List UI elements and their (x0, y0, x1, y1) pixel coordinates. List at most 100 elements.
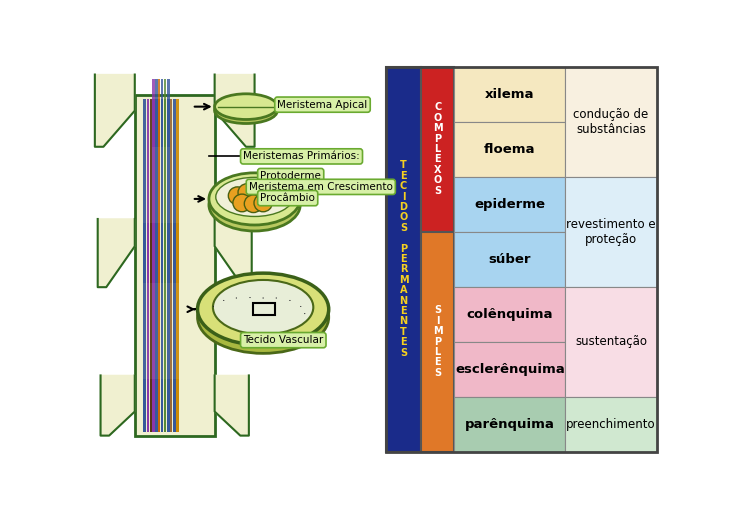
Bar (152, 223, 155, 283)
Text: esclerênquima: esclerênquima (455, 363, 565, 376)
Ellipse shape (249, 185, 267, 203)
Ellipse shape (197, 281, 329, 353)
Bar (146, 379, 149, 431)
Text: colênquima: colênquima (467, 307, 553, 320)
Polygon shape (98, 219, 135, 287)
Ellipse shape (254, 194, 272, 212)
Bar (158, 379, 160, 431)
Ellipse shape (228, 187, 247, 205)
Ellipse shape (213, 280, 314, 334)
Text: floema: floema (484, 143, 536, 156)
Text: condução de
substâncias: condução de substâncias (573, 107, 648, 135)
Bar (152, 98, 155, 431)
Ellipse shape (209, 173, 300, 225)
Bar (170, 223, 172, 283)
Bar (454, 342, 565, 396)
Bar (454, 67, 565, 121)
Bar (421, 231, 454, 452)
Text: C
O
M
P
L
E
X
O
S: C O M P L E X O S (433, 103, 442, 196)
Bar (164, 98, 166, 431)
Bar (167, 98, 169, 431)
Bar (167, 223, 169, 283)
Bar (421, 67, 454, 232)
Bar (167, 379, 169, 431)
Bar (454, 231, 565, 287)
Text: parênquima: parênquima (465, 418, 555, 431)
Text: sustentação: sustentação (575, 335, 647, 348)
Text: Meristema Apical: Meristema Apical (277, 100, 367, 109)
Bar (454, 121, 565, 177)
Bar (253, 303, 275, 315)
Polygon shape (215, 75, 255, 147)
Bar (565, 67, 657, 177)
Bar (565, 287, 657, 396)
Ellipse shape (216, 177, 294, 216)
Bar (167, 79, 169, 147)
Bar (161, 79, 163, 147)
Bar (565, 396, 657, 452)
Bar (173, 379, 176, 431)
Text: xilema: xilema (485, 88, 534, 101)
Bar (170, 98, 172, 431)
Bar (386, 67, 657, 452)
Bar (173, 223, 176, 283)
Ellipse shape (197, 273, 329, 345)
Bar (146, 98, 149, 431)
Bar (155, 379, 158, 431)
Text: Meristemas Primários:: Meristemas Primários: (243, 152, 360, 162)
Ellipse shape (215, 94, 277, 119)
Bar (177, 223, 179, 283)
Bar (454, 287, 565, 342)
Ellipse shape (233, 194, 251, 212)
Bar (170, 379, 172, 431)
Ellipse shape (244, 195, 263, 213)
Text: Meristema em Crescimento: Meristema em Crescimento (249, 182, 393, 192)
Text: preenchimento: preenchimento (566, 418, 656, 431)
Ellipse shape (215, 98, 277, 123)
Bar (158, 98, 160, 431)
Bar (149, 98, 152, 431)
Bar (177, 379, 179, 431)
Bar (158, 223, 160, 283)
Bar (454, 396, 565, 452)
Polygon shape (95, 75, 135, 147)
Ellipse shape (209, 179, 300, 231)
Bar (386, 67, 421, 452)
Bar (152, 79, 155, 147)
Text: Protoderme: Protoderme (261, 171, 321, 181)
Bar (143, 223, 146, 283)
Bar (161, 223, 163, 283)
Polygon shape (101, 376, 135, 436)
Bar (143, 379, 146, 431)
Ellipse shape (238, 184, 256, 201)
Text: Procâmbio: Procâmbio (261, 193, 315, 203)
Text: revestimento e
proteção: revestimento e proteção (566, 218, 656, 245)
Bar (135, 95, 215, 436)
Bar (155, 79, 158, 147)
Bar (173, 98, 176, 431)
Text: T
E
C
I
D
O
S
 
P
E
R
M
A
N
E
N
T
E
S: T E C I D O S P E R M A N E N T E S (399, 160, 408, 358)
Polygon shape (215, 376, 249, 436)
Text: Tecido Vascular: Tecido Vascular (243, 335, 323, 345)
Bar (161, 98, 163, 431)
Bar (164, 379, 166, 431)
Bar (565, 177, 657, 287)
Bar (454, 177, 565, 232)
Bar (152, 379, 155, 431)
Text: S
I
M
P
L
E
S: S I M P L E S (433, 305, 442, 378)
Polygon shape (215, 219, 252, 287)
Text: epiderme: epiderme (474, 197, 545, 210)
Bar (155, 98, 158, 431)
Bar (161, 379, 163, 431)
Bar (158, 79, 160, 147)
Bar (164, 79, 166, 147)
Ellipse shape (258, 188, 277, 206)
Bar (164, 223, 166, 283)
Bar (149, 379, 152, 431)
Bar (177, 98, 179, 431)
Bar (146, 223, 149, 283)
Bar (155, 223, 158, 283)
Bar (143, 98, 146, 431)
Text: súber: súber (489, 253, 531, 266)
Bar (149, 223, 152, 283)
